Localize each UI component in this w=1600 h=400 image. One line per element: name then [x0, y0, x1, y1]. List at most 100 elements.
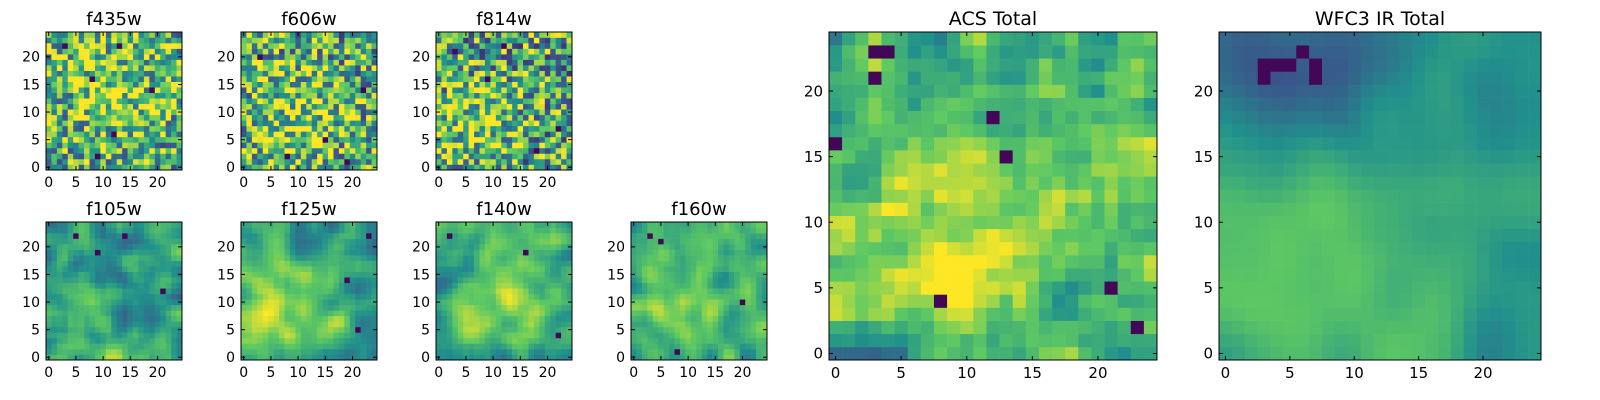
heatmap-cell — [647, 348, 654, 355]
heatmap-cell — [246, 153, 253, 160]
heatmap-cell — [51, 114, 58, 121]
heatmap-cell — [94, 266, 101, 272]
heatmap-cell — [1052, 255, 1066, 269]
heatmap-cell — [907, 215, 922, 230]
heatmap-cell — [138, 70, 145, 77]
y-tick-label: 10 — [412, 105, 430, 121]
heatmap-cell — [46, 37, 52, 44]
heatmap-cell — [56, 87, 63, 94]
heatmap-cell — [338, 266, 345, 272]
heatmap-cell — [360, 37, 367, 44]
heatmap-cell — [322, 299, 329, 306]
heatmap-cell — [679, 255, 686, 261]
heatmap-cell — [696, 315, 703, 322]
heatmap-cell — [463, 315, 469, 322]
heatmap-cell — [284, 131, 291, 138]
heatmap-cell — [669, 315, 675, 322]
heatmap-cell — [528, 54, 535, 60]
heatmap-cell — [1143, 294, 1158, 308]
heatmap-cell — [251, 70, 258, 77]
heatmap-cell — [685, 293, 692, 300]
heatmap-cell — [344, 32, 351, 38]
heatmap-cell — [311, 293, 318, 300]
heatmap-cell — [468, 233, 475, 239]
heatmap-cell — [739, 238, 746, 245]
heatmap-cell — [51, 255, 58, 261]
heatmap-cell — [262, 120, 269, 127]
heatmap-cell — [171, 326, 177, 333]
heatmap-cell — [62, 32, 69, 38]
y-tick-label: 20 — [217, 50, 235, 66]
heatmap-cell — [1012, 241, 1027, 256]
heatmap-cell — [561, 293, 567, 300]
y-tick-label: 0 — [226, 350, 235, 366]
heatmap-cell — [723, 238, 730, 245]
heatmap-cell — [561, 348, 567, 355]
heatmap-cell — [160, 65, 166, 71]
heatmap-cell — [501, 136, 508, 143]
heatmap-cell — [73, 326, 79, 333]
heatmap-cell — [463, 70, 469, 77]
heatmap-cell — [566, 98, 573, 105]
heatmap-cell — [56, 81, 63, 88]
heatmap-cell — [539, 326, 546, 333]
heatmap-cell — [257, 332, 264, 339]
heatmap-cell — [257, 98, 264, 105]
heatmap-cell — [311, 164, 318, 171]
heatmap-cell — [452, 48, 459, 55]
heatmap-cell — [84, 288, 90, 295]
heatmap-cell — [67, 310, 74, 317]
heatmap-cell — [311, 125, 318, 132]
heatmap-cell — [262, 299, 269, 306]
heatmap-cell — [371, 76, 378, 82]
heatmap-cell — [674, 288, 681, 295]
heatmap-cell — [322, 288, 329, 295]
heatmap-cell — [171, 293, 177, 300]
heatmap-cell — [138, 282, 145, 289]
heatmap-cell — [761, 348, 768, 355]
heatmap-cell — [241, 76, 247, 82]
heatmap-cell — [707, 315, 713, 322]
heatmap-cell — [349, 103, 356, 110]
heatmap-cell — [712, 348, 719, 355]
heatmap-cell — [1012, 176, 1027, 190]
heatmap-cell — [484, 37, 491, 44]
heatmap-cell — [947, 268, 961, 282]
heatmap-cell — [300, 48, 307, 55]
heatmap-cell — [56, 227, 63, 234]
heatmap-cell — [154, 299, 161, 306]
heatmap-cell — [712, 321, 719, 328]
x-tick-label: 5 — [266, 365, 275, 381]
heatmap-cell — [652, 315, 659, 322]
heatmap-cell — [279, 233, 285, 239]
heatmap-cell — [1052, 346, 1066, 361]
heatmap-cell — [512, 288, 518, 295]
heatmap-cell — [251, 48, 258, 55]
heatmap-cell — [490, 227, 497, 234]
heatmap-cell — [1038, 241, 1053, 256]
heatmap-cell — [436, 76, 442, 82]
heatmap-cell — [300, 142, 307, 149]
heatmap-cell — [728, 293, 735, 300]
heatmap-cell — [512, 98, 518, 105]
heatmap-cell — [663, 288, 670, 295]
heatmap-cell — [544, 158, 551, 165]
heatmap-cell — [349, 227, 356, 234]
heatmap-cell — [696, 299, 703, 306]
heatmap-cell — [512, 244, 518, 250]
heatmap-cell — [311, 343, 318, 350]
heatmap-cell — [528, 136, 535, 143]
heatmap-cell — [279, 131, 285, 138]
heatmap-cell — [669, 354, 675, 361]
heatmap-cell — [51, 65, 58, 71]
heatmap-cell — [94, 131, 101, 138]
heatmap-cell — [544, 114, 551, 121]
heatmap-cell — [479, 164, 486, 171]
heatmap-cell — [149, 266, 156, 272]
heatmap-cell — [371, 120, 378, 127]
heatmap-cell — [555, 59, 562, 66]
heatmap-cell — [295, 54, 302, 60]
heatmap-cell — [73, 103, 79, 110]
heatmap-cell — [322, 65, 329, 71]
heatmap-cell — [94, 136, 101, 143]
